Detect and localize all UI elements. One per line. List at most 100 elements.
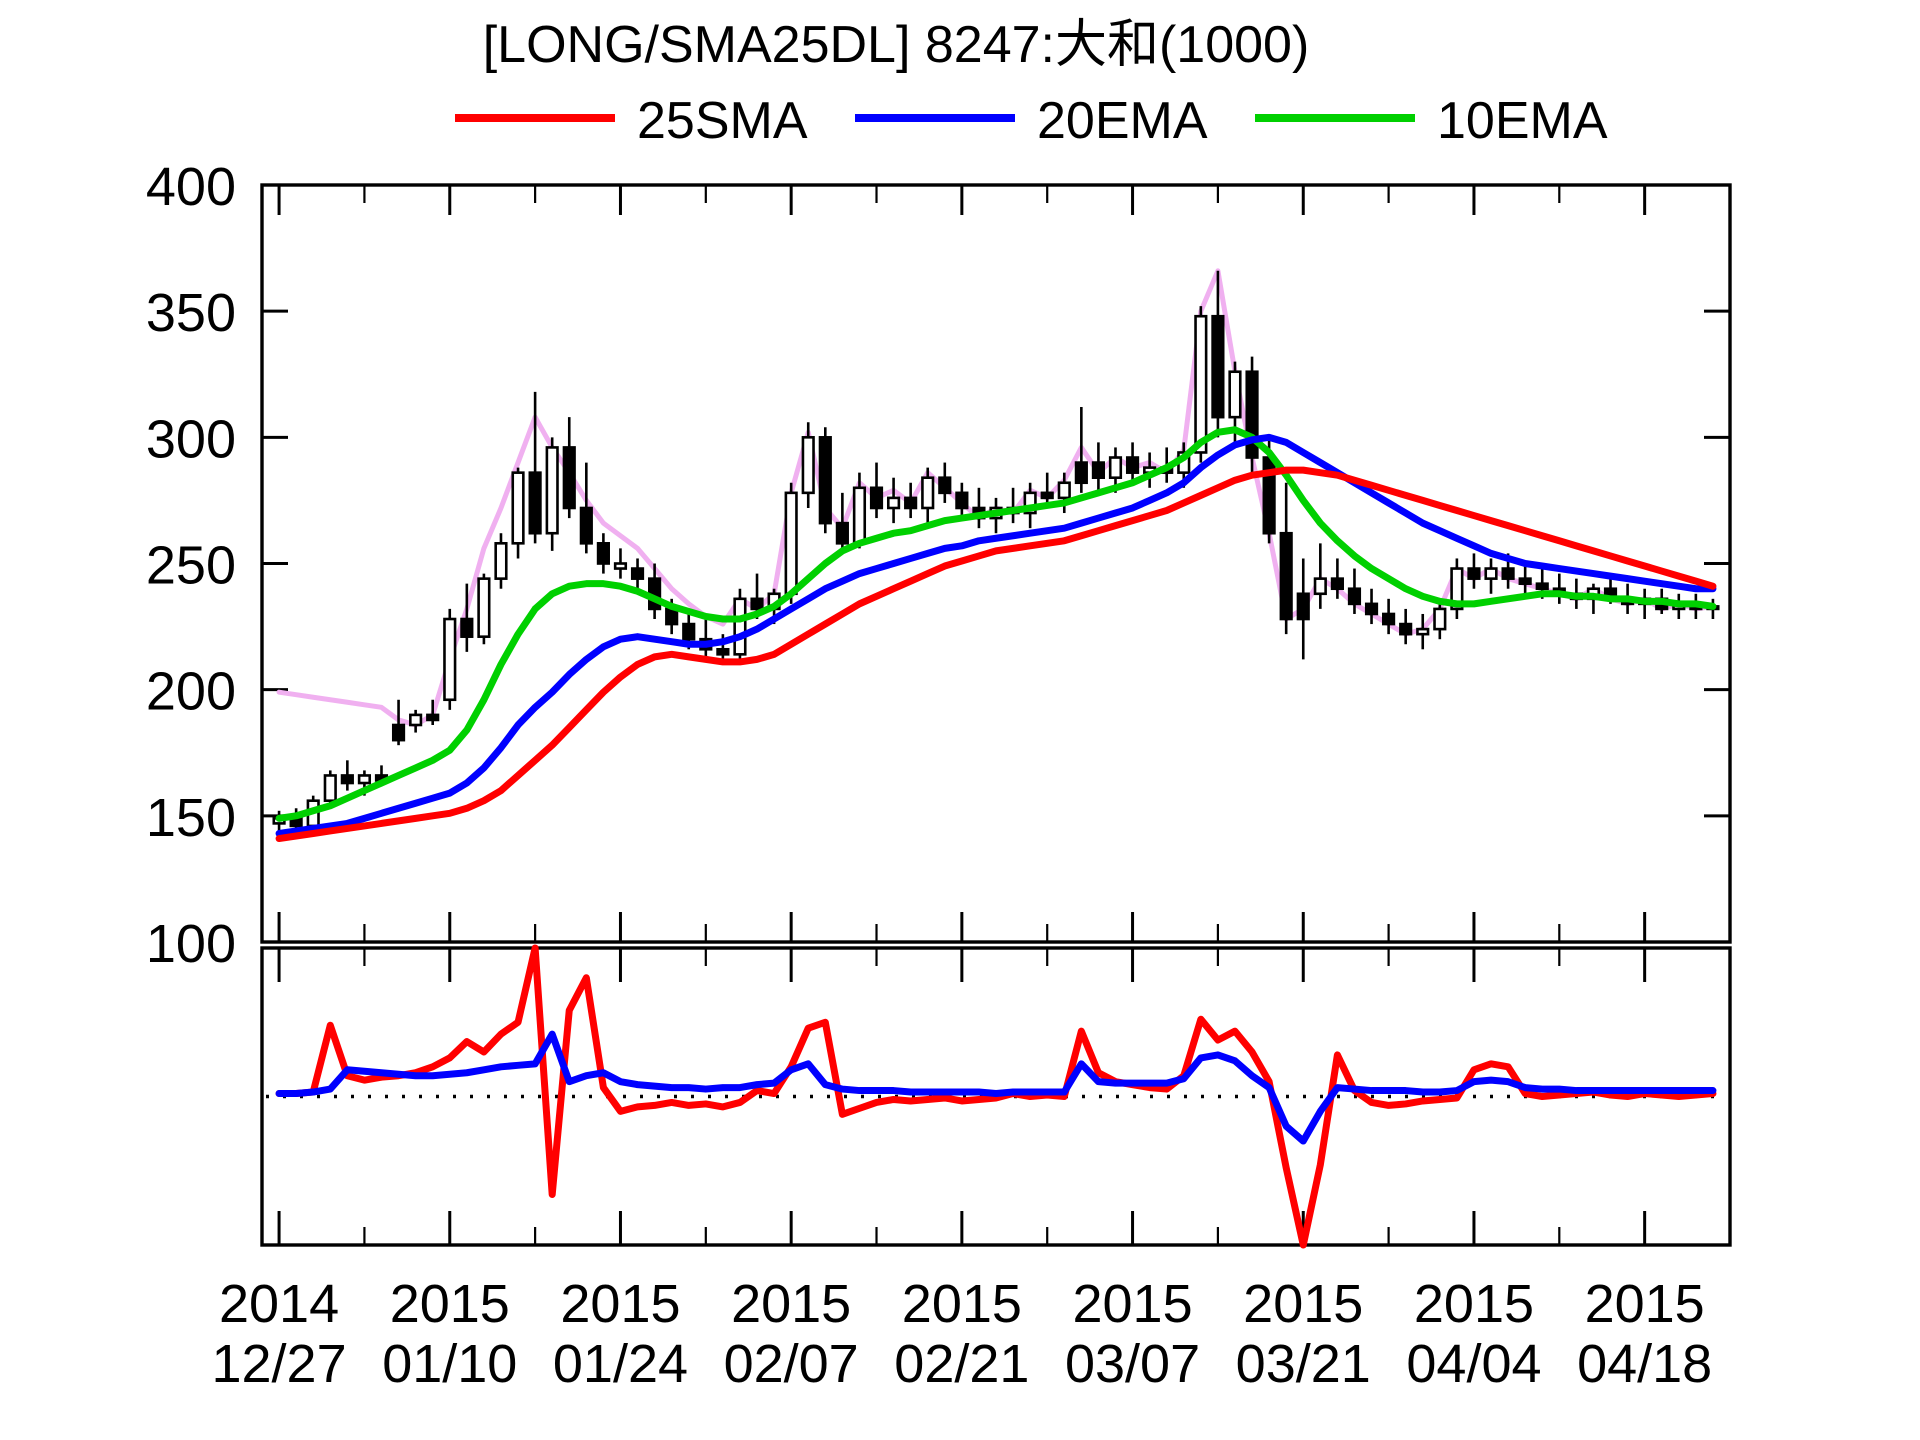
candle-body (665, 607, 679, 626)
candle-body (545, 446, 559, 535)
candle-body (869, 486, 884, 510)
candle-body (835, 521, 849, 545)
series-25sma (275, 466, 1717, 843)
candle-body (716, 647, 730, 656)
candle-body (443, 617, 457, 702)
candle-body (1313, 577, 1327, 596)
series-20ema (275, 433, 1717, 837)
candle-body (613, 562, 628, 570)
x-axis-year-label: 2015 (1072, 1274, 1192, 1334)
candle-body (938, 476, 952, 495)
series-osc-red (275, 944, 1717, 1249)
candle-body (340, 774, 354, 785)
x-axis-date-label: 04/04 (1406, 1334, 1541, 1394)
candle-body (460, 617, 474, 638)
x-axis-year-label: 2014 (219, 1274, 339, 1334)
candle-body (1296, 592, 1310, 621)
candle-body (323, 774, 337, 802)
x-axis-date-label: 02/21 (894, 1334, 1029, 1394)
candle-body (1023, 491, 1037, 515)
legend-item-20ema: 20EMA (855, 92, 1208, 150)
candle-body (1433, 607, 1447, 631)
candle-body (357, 774, 372, 785)
candle-body (391, 723, 406, 742)
candle-body (1416, 627, 1430, 636)
y-axis-label: 300 (146, 409, 236, 469)
candle-body (801, 436, 815, 495)
candle-body (562, 446, 576, 510)
candle-body (682, 622, 696, 641)
x-axis-year-label: 2015 (560, 1274, 680, 1334)
candle-body (1057, 481, 1071, 500)
legend-label-10ema: 10EMA (1437, 92, 1608, 150)
candle-body (904, 496, 918, 510)
candle-body (886, 496, 901, 510)
candle-body (1330, 577, 1344, 591)
candle-body (1501, 567, 1515, 580)
x-axis-date-label: 12/27 (211, 1334, 346, 1394)
candle-body (784, 491, 798, 596)
candle-body (1347, 587, 1362, 606)
candle-body (426, 713, 440, 722)
candle-body (511, 471, 525, 545)
candle-body (1399, 622, 1413, 636)
x-axis-year-label: 2015 (1414, 1274, 1534, 1334)
x-axis-year-label: 2015 (902, 1274, 1022, 1334)
y-axis-label: 150 (146, 788, 236, 848)
candle-body (1074, 461, 1088, 485)
candle-body (750, 597, 764, 611)
candle-body (955, 491, 969, 510)
y-axis-label: 250 (146, 536, 236, 596)
x-axis-date-label: 01/10 (382, 1334, 517, 1394)
candle-body (921, 476, 935, 510)
candle-body (630, 567, 645, 580)
candle-body (1228, 370, 1242, 419)
x-axis-year-label: 2015 (1585, 1274, 1705, 1334)
oscillator-panel-frame (260, 946, 1732, 1247)
candle-body (1245, 370, 1259, 459)
candlestick-group (272, 270, 1720, 839)
x-axis-year-label: 2015 (1243, 1274, 1363, 1334)
legend-label-20ema: 20EMA (1037, 92, 1208, 150)
x-axis-date-label: 03/21 (1236, 1334, 1371, 1394)
candle-body (1467, 567, 1481, 580)
series-10ema (275, 426, 1717, 822)
page-title: [LONG/SMA25DL] 8247:大和(1000) (483, 16, 1310, 74)
y-axis-label: 100 (146, 914, 236, 974)
candle-body (409, 713, 423, 727)
x-axis-date-label: 02/07 (724, 1334, 859, 1394)
x-axis-year-label: 2015 (390, 1274, 510, 1334)
candle-body (1211, 314, 1225, 419)
candle-body (1194, 314, 1208, 454)
candle-body (494, 542, 508, 580)
candle-body (1364, 602, 1379, 616)
candle-body (1535, 582, 1549, 591)
candle-body (1450, 567, 1464, 611)
candle-body (1484, 567, 1498, 580)
candle-body (1091, 461, 1106, 480)
x-axis-date-label: 01/24 (553, 1334, 688, 1394)
candle-body (477, 577, 491, 638)
candle-body (528, 471, 542, 535)
candle-body (1518, 577, 1532, 585)
candle-body (1040, 491, 1054, 500)
x-axis-date-label: 04/18 (1577, 1334, 1712, 1394)
y-axis-label: 350 (146, 283, 236, 343)
candle-body (818, 436, 832, 525)
legend-item-25sma: 25SMA (455, 92, 808, 150)
candle-body (1125, 456, 1140, 474)
x-axis-date-label: 03/07 (1065, 1334, 1200, 1394)
candle-body (1382, 612, 1396, 626)
y-axis-label: 200 (146, 662, 236, 722)
candle-body (596, 542, 610, 565)
y-axis-label: 400 (146, 157, 236, 217)
candle-body (733, 597, 747, 656)
legend-label-25sma: 25SMA (637, 92, 808, 150)
candle-body (1279, 531, 1293, 621)
series-osc-blue (275, 1030, 1717, 1145)
candle-body (579, 506, 593, 545)
candle-body (1108, 456, 1123, 480)
candle-body (852, 486, 867, 545)
